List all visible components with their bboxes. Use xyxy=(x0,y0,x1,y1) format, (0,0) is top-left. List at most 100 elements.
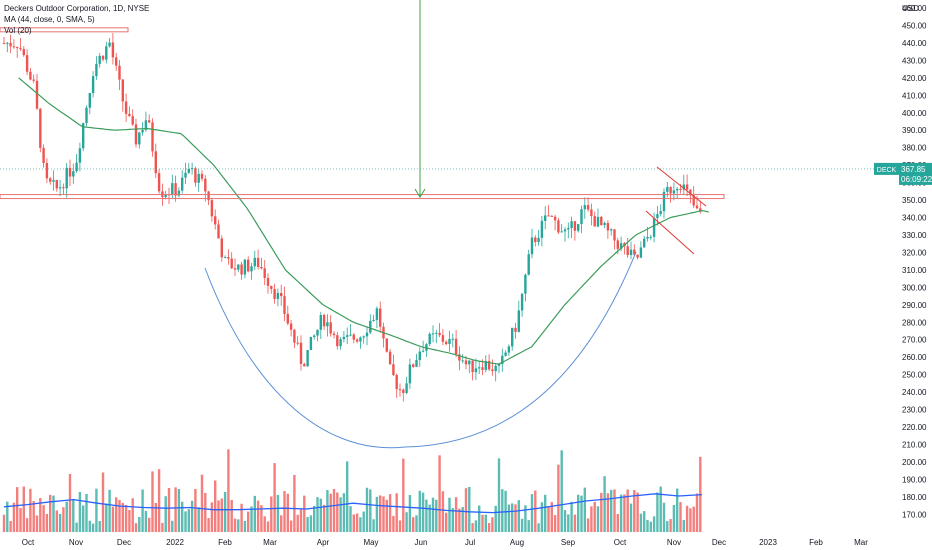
candle-body xyxy=(636,254,639,258)
volume-bar xyxy=(220,498,223,532)
candle-body xyxy=(200,173,204,179)
volume-bar xyxy=(550,502,553,532)
candle-body xyxy=(563,229,567,232)
candle-body xyxy=(616,240,619,249)
candle-body xyxy=(75,162,78,172)
volume-bar xyxy=(431,497,435,532)
volume-bar xyxy=(679,502,682,532)
volume-bar xyxy=(379,495,382,532)
candle-body xyxy=(375,308,379,320)
price-tick-label: 350.00 xyxy=(902,196,927,205)
volume-bar xyxy=(174,487,177,532)
volume-bar xyxy=(388,494,392,532)
volume-bar xyxy=(583,487,586,532)
volume-bar xyxy=(412,517,415,532)
legend-title[interactable]: Deckers Outdoor Corporation, 1D, NYSE xyxy=(4,4,150,13)
candle-body xyxy=(669,186,672,194)
volume-bar xyxy=(570,501,573,532)
price-tick-label: 340.00 xyxy=(902,214,927,223)
volume-bar xyxy=(626,489,629,532)
candle-body xyxy=(111,42,115,58)
volume-bar xyxy=(200,474,204,532)
price-axis[interactable]: 460.00 450.00 440.00 430.00 420.00 410.00 400.… xyxy=(902,4,927,519)
volume-bar xyxy=(58,513,62,532)
time-tick-label: Nov xyxy=(667,538,681,547)
candle-body xyxy=(379,308,382,327)
volume-bar xyxy=(29,488,32,532)
volume-bar xyxy=(563,510,567,532)
volume-bar xyxy=(19,508,22,532)
volume-bar xyxy=(210,502,214,532)
candle-body xyxy=(540,220,544,238)
volume-bar xyxy=(695,493,699,532)
candle-body xyxy=(237,264,240,270)
candle-body xyxy=(309,337,313,351)
candle-body xyxy=(600,216,603,226)
drawings[interactable] xyxy=(0,0,725,449)
volume-bar xyxy=(55,510,58,532)
legend-ma[interactable]: MA (44, close, 0, SMA, 5) xyxy=(4,15,95,24)
candle-body xyxy=(322,315,326,327)
volume-bar xyxy=(329,493,332,532)
volume-bar xyxy=(577,494,580,532)
price-tick-label: 190.00 xyxy=(902,475,927,484)
volume-bar xyxy=(402,458,405,532)
candle-body xyxy=(530,237,534,255)
candle-body xyxy=(666,186,669,192)
candle-body xyxy=(474,368,478,373)
volume-bar xyxy=(306,517,309,532)
candle-body xyxy=(372,319,375,321)
candle-body xyxy=(451,338,454,340)
candle-body xyxy=(329,322,332,334)
candle-body xyxy=(395,375,398,390)
volume-bar xyxy=(623,494,626,532)
legend-vol[interactable]: Vol (20) xyxy=(4,26,32,35)
price-tick-label: 270.00 xyxy=(902,336,927,345)
candle-body xyxy=(428,333,431,345)
volume-bar xyxy=(385,499,388,532)
candle-body xyxy=(491,369,494,372)
volume-bar xyxy=(128,509,131,532)
volume-bar xyxy=(438,455,441,532)
candle-body xyxy=(438,332,441,336)
volume-bar xyxy=(289,520,293,532)
candle-body xyxy=(151,122,154,152)
price-tick-label: 440.00 xyxy=(902,39,927,48)
volume-bar xyxy=(355,513,359,532)
candle-body xyxy=(204,178,207,192)
price-tick-label: 300.00 xyxy=(902,283,927,292)
candle-body xyxy=(577,224,580,231)
volume-bar xyxy=(497,458,501,532)
candle-body xyxy=(332,333,336,336)
candle-body xyxy=(359,337,362,342)
candle-body xyxy=(256,257,260,268)
candle-body xyxy=(29,71,32,80)
candle-body xyxy=(101,55,105,60)
candle-body xyxy=(619,243,623,249)
candle-body xyxy=(306,350,309,367)
time-tick-label: Mar xyxy=(263,538,277,547)
volume-bar xyxy=(171,520,174,532)
candle-body xyxy=(676,188,679,191)
candle-body xyxy=(656,214,659,219)
candle-body xyxy=(464,360,468,365)
volume-bar xyxy=(164,496,167,532)
candle-body xyxy=(62,187,65,189)
volume-bar xyxy=(382,496,385,532)
candle-body xyxy=(91,76,95,93)
volume-bar xyxy=(303,495,306,532)
volume-bar xyxy=(253,495,256,532)
price-tick-label: 330.00 xyxy=(902,231,927,240)
candle-body xyxy=(118,65,121,80)
symbol-label: DECK xyxy=(877,167,897,174)
volume-bar xyxy=(299,508,303,532)
candle-body xyxy=(2,42,6,44)
volume-bar xyxy=(336,492,339,532)
candle-body xyxy=(412,364,415,367)
time-axis[interactable]: Oct Nov Dec 2022 Feb Mar Apr May Jun Jul Aug Sep Oct… xyxy=(22,538,868,547)
volume-bar xyxy=(326,490,329,532)
candle-body xyxy=(243,259,247,275)
volume-bar xyxy=(395,493,398,532)
